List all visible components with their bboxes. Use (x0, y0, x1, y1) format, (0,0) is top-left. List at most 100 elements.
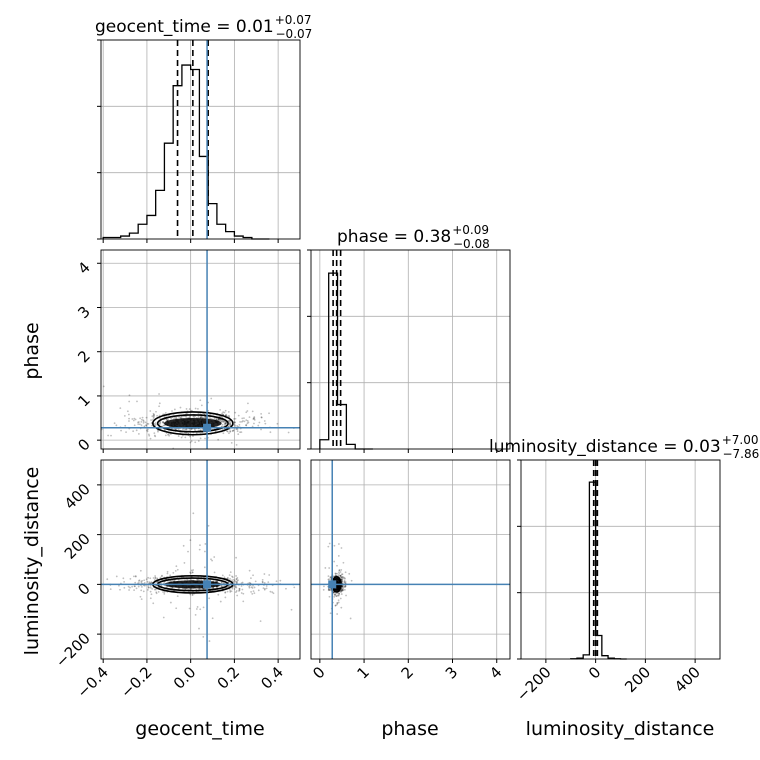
scatter-point (341, 585, 344, 588)
scatter-point (224, 422, 227, 425)
scatter-point (128, 420, 130, 422)
scatter-point (234, 417, 237, 420)
scatter-point (339, 571, 342, 573)
scatter-point (128, 394, 131, 397)
scatter-point (275, 580, 278, 583)
scatter-point (279, 579, 282, 582)
scatter-point (342, 561, 345, 564)
scatter-point (336, 613, 339, 615)
scatter-point (257, 589, 260, 592)
panel-geocent_time-hist (97, 39, 301, 243)
scatter-point (337, 555, 340, 557)
scatter-point (193, 661, 195, 663)
scatter-point (142, 420, 145, 423)
scatter-point (179, 416, 182, 419)
scatter-point (344, 577, 346, 580)
scatter-point (167, 433, 169, 436)
tick-label-x: 0 (309, 663, 328, 682)
scatter-point (241, 588, 244, 591)
scatter-point (174, 569, 177, 572)
scatter-point (140, 589, 143, 592)
scatter-point (151, 587, 154, 590)
scatter-point (261, 581, 264, 584)
scatter-point (344, 584, 346, 587)
scatter-point (334, 593, 337, 596)
scatter-point (293, 586, 296, 589)
scatter-point (155, 592, 158, 595)
scatter-point (335, 595, 338, 597)
scatter-point (96, 605, 98, 607)
scatter-point (215, 580, 218, 583)
scatter-point (191, 594, 194, 596)
scatter-point (188, 607, 191, 610)
scatter-point (221, 423, 224, 426)
scatter-point (336, 603, 339, 606)
scatter-point (329, 612, 332, 615)
scatter-point (343, 585, 346, 588)
scatter-point (258, 421, 261, 424)
scatter-point (341, 589, 344, 592)
scatter-point (246, 422, 249, 425)
scatter-point (178, 416, 180, 418)
scatter-point (149, 410, 152, 412)
scatter-point (139, 595, 142, 598)
scatter-point (333, 593, 336, 596)
scatter-point (234, 411, 237, 414)
tick-label-x: −0.4 (74, 663, 112, 701)
scatter-point (159, 421, 162, 423)
scatter-point (236, 577, 239, 579)
tick-label-x: 0.0 (170, 663, 200, 693)
scatter-point (132, 430, 135, 433)
scatter-point (208, 597, 211, 600)
scatter-point (337, 601, 340, 604)
scatter-point (338, 569, 341, 572)
scatter-point (96, 431, 98, 433)
scatter-point (128, 400, 131, 403)
scatter-point (159, 417, 161, 420)
scatter-point (229, 424, 232, 427)
scatter-point (191, 593, 194, 596)
scatter-point (184, 458, 186, 460)
scatter-point (257, 424, 260, 427)
scatter-point (149, 597, 152, 600)
scatter-point (329, 576, 332, 578)
scatter-point (220, 419, 222, 421)
scatter-point (153, 414, 156, 417)
scatter-point (343, 580, 346, 583)
scatter-point (153, 422, 156, 425)
scatter-point (245, 419, 248, 422)
scatter-point (340, 591, 342, 594)
scatter-point (338, 592, 340, 595)
scatter-point (341, 578, 344, 581)
scatter-point (335, 592, 337, 595)
scatter-point (327, 589, 330, 592)
scatter-point (125, 431, 127, 434)
scatter-point (138, 423, 141, 426)
scatter-point (285, 587, 287, 590)
scatter-point (233, 585, 235, 587)
scatter-point (159, 576, 162, 579)
scatter-point (164, 412, 167, 414)
scatter-point (235, 556, 237, 559)
scatter-point (189, 539, 192, 542)
scatter-point (230, 441, 233, 444)
scatter-point (254, 580, 257, 583)
scatter-point (223, 576, 226, 579)
truth-marker (203, 580, 212, 589)
scatter-point (145, 416, 148, 419)
panel-frame (100, 39, 301, 240)
scatter-point (195, 608, 198, 610)
scatter-point (234, 591, 237, 594)
scatter-point (340, 573, 343, 576)
scatter-point (136, 400, 138, 403)
scatter-point (189, 435, 191, 438)
scatter-point (158, 423, 161, 426)
scatter-point (97, 467, 99, 469)
panel-geocent_time-vs-luminosity_distance: −200 0 200 400 −0.4 −0.2 0.0 0.2 0.4 (52, 459, 301, 702)
tick-label-x: 200 (621, 663, 654, 696)
scatter-point (235, 428, 238, 431)
scatter-point (259, 620, 262, 623)
scatter-point (243, 417, 245, 420)
scatter-point (109, 588, 112, 591)
scatter-point (151, 415, 154, 418)
